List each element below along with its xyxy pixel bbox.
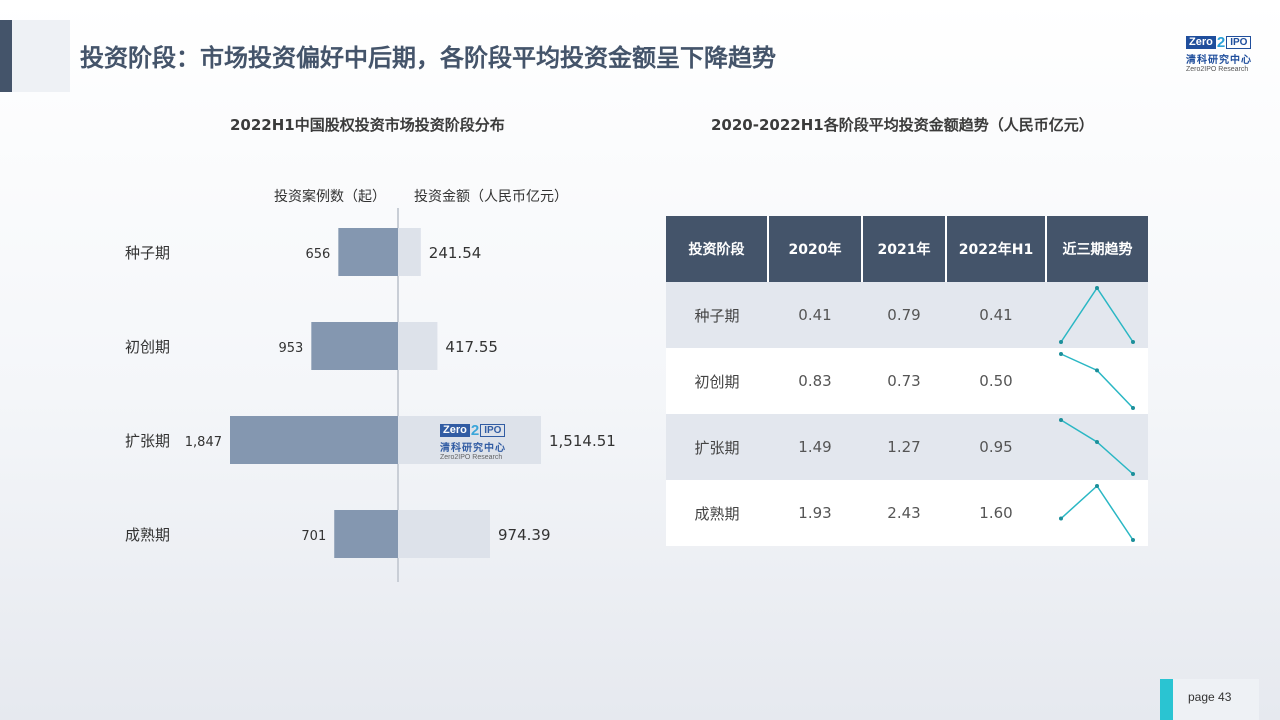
sparkline-point <box>1095 368 1099 373</box>
trend-sparkline <box>1059 352 1135 410</box>
amount-label: 1,514.51 <box>549 432 616 450</box>
case-count-bar <box>230 416 398 464</box>
stage-cell: 扩张期 <box>666 414 768 480</box>
value-cell-2020: 0.83 <box>768 348 862 414</box>
page-number-accent <box>1160 679 1173 720</box>
case-count-bar <box>338 228 398 276</box>
watermark-en-text: Zero2IPO Research <box>440 454 503 461</box>
value-cell-2020: 1.93 <box>768 480 862 546</box>
sparkline-point <box>1095 484 1099 488</box>
category-label: 成熟期 <box>125 526 170 544</box>
category-label: 扩张期 <box>125 432 170 450</box>
sparkline-point <box>1059 418 1063 422</box>
sparkline-point <box>1059 352 1063 356</box>
sparkline-path <box>1060 286 1134 343</box>
sparkline-path <box>1060 484 1134 541</box>
page-number-box <box>1173 679 1259 720</box>
value-cell-2022h1: 1.60 <box>946 480 1046 546</box>
table-title: 2020-2022H1各阶段平均投资金额趋势（人民币亿元） <box>711 116 1094 134</box>
case-count-label: 701 <box>301 529 326 544</box>
table-row: 初创期 0.83 0.73 0.50 <box>666 348 1148 414</box>
trend-sparkline <box>1059 286 1135 344</box>
trend-sparkline <box>1059 418 1135 476</box>
amount-bar <box>398 228 421 276</box>
category-label: 初创期 <box>125 338 170 356</box>
stage-cell: 种子期 <box>666 282 768 348</box>
title-accent-bar <box>0 20 12 92</box>
case-count-label: 1,847 <box>185 435 222 450</box>
sparkline-point <box>1131 472 1135 476</box>
column-header: 2020年 <box>768 216 863 282</box>
series-label-amount: 投资金额（人民币亿元） <box>414 189 568 205</box>
sparkline-path <box>1060 353 1134 409</box>
watermark-two-text: 2 <box>470 422 480 439</box>
value-cell-2021: 0.79 <box>862 282 946 348</box>
stage-distribution-chart: 投资案例数（起） 投资金额（人民币亿元） 种子期 656 241.54 初创期 953 417… <box>125 188 616 582</box>
value-cell-2021: 2.43 <box>862 480 946 546</box>
table-row: 成熟期 1.93 2.43 1.60 <box>666 480 1148 546</box>
case-count-label: 656 <box>306 247 331 262</box>
table-header-row: 投资阶段 2020年 2021年 2022年H1 近三期趋势 <box>666 216 1148 282</box>
logo-en-text: Zero2IPO Research <box>1186 66 1249 73</box>
sparkline-point <box>1095 286 1099 290</box>
value-cell-2022h1: 0.41 <box>946 282 1046 348</box>
case-count-bar <box>334 510 398 558</box>
sparkline-point <box>1131 406 1135 410</box>
trend-cell <box>1046 282 1148 348</box>
sparkline-path <box>1060 419 1134 475</box>
logo-two-text: 2 <box>1216 34 1226 51</box>
sparkline-point <box>1131 538 1135 542</box>
category-label: 种子期 <box>125 244 170 262</box>
trend-cell <box>1046 414 1148 480</box>
column-header: 近三期趋势 <box>1046 216 1148 282</box>
value-cell-2020: 0.41 <box>768 282 862 348</box>
series-label-cases: 投资案例数（起） <box>274 188 386 205</box>
case-count-label: 953 <box>278 341 303 356</box>
column-header: 投资阶段 <box>666 216 769 282</box>
amount-bar <box>398 322 438 370</box>
avg-investment-table: 投资阶段 2020年 2021年 2022年H1 近三期趋势 种子期 0.41 … <box>666 216 1148 546</box>
table-row: 种子期 0.41 0.79 0.41 <box>666 282 1148 348</box>
page-title: 投资阶段：市场投资偏好中后期，各阶段平均投资金额呈下降趋势 <box>80 44 776 72</box>
amount-label: 241.54 <box>429 244 482 262</box>
value-cell-2022h1: 0.95 <box>946 414 1046 480</box>
case-count-bar <box>311 322 398 370</box>
watermark-zero-text: Zero <box>440 424 470 437</box>
zero2ipo-logo: Zero 2 IPO 清科研究中心 Zero2IPO Research <box>1186 34 1252 73</box>
value-cell-2020: 1.49 <box>768 414 862 480</box>
trend-cell <box>1046 480 1148 546</box>
value-cell-2021: 0.73 <box>862 348 946 414</box>
watermark-logo: Zero 2 IPO 清科研究中心 Zero2IPO Research <box>440 422 506 461</box>
watermark-ipo-text: IPO <box>480 424 506 437</box>
sparkline-point <box>1059 516 1063 521</box>
sparkline-point <box>1059 340 1063 344</box>
value-cell-2022h1: 0.50 <box>946 348 1046 414</box>
amount-label: 417.55 <box>445 338 498 356</box>
table-row: 扩张期 1.49 1.27 0.95 <box>666 414 1148 480</box>
trend-sparkline <box>1059 484 1135 542</box>
sparkline-point <box>1095 440 1099 444</box>
sparkline-point <box>1131 340 1135 344</box>
logo-zero-text: Zero <box>1186 36 1216 49</box>
page-number: page 43 <box>1188 690 1232 704</box>
trend-cell <box>1046 348 1148 414</box>
column-header: 2021年 <box>862 216 947 282</box>
stage-cell: 成熟期 <box>666 480 768 546</box>
bar-chart-title: 2022H1中国股权投资市场投资阶段分布 <box>230 116 505 134</box>
logo-ipo-text: IPO <box>1226 36 1252 49</box>
value-cell-2021: 1.27 <box>862 414 946 480</box>
logo-cn-text: 清科研究中心 <box>1186 55 1252 66</box>
amount-label: 974.39 <box>498 526 551 544</box>
stage-cell: 初创期 <box>666 348 768 414</box>
column-header: 2022年H1 <box>946 216 1047 282</box>
watermark-cn-text: 清科研究中心 <box>440 443 506 454</box>
title-accent-panel <box>12 20 70 92</box>
amount-bar <box>398 510 491 558</box>
